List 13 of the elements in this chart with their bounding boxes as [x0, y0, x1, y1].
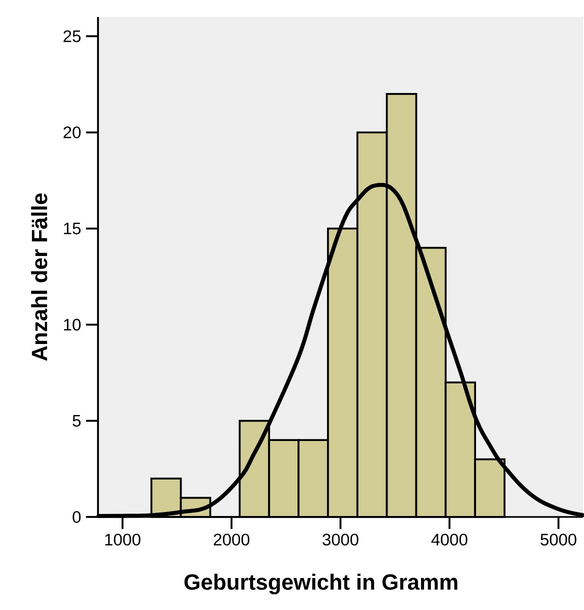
y-tick-label: 5 [72, 415, 81, 427]
x-tick-label: 3000 [322, 534, 358, 546]
y-axis-title: Anzahl der Fälle [31, 193, 48, 361]
x-tick-label: 5000 [540, 534, 576, 546]
x-tick-label: 2000 [214, 534, 250, 546]
y-tick-label: 25 [64, 30, 81, 42]
y-tick-label: 10 [64, 318, 81, 331]
x-tick-label: 4000 [431, 534, 468, 546]
y-tick-label: 20 [64, 126, 81, 138]
x-tick-label: 1000 [105, 534, 140, 546]
y-tick-label: 15 [64, 222, 81, 234]
x-axis-title: Geburtsgewicht in Gramm [184, 574, 458, 594]
y-tick-label: 0 [72, 511, 81, 523]
